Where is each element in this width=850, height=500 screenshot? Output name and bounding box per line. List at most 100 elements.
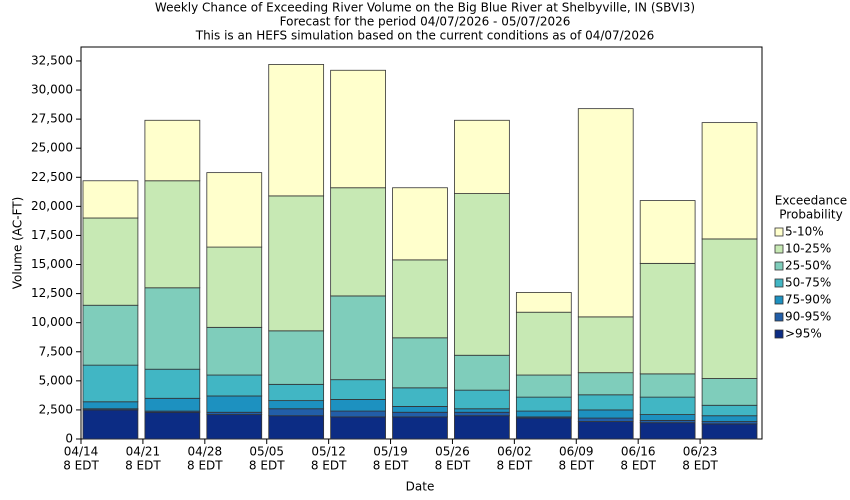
legend-label: >95% [785,327,822,341]
bar-segment [701,415,758,422]
y-tick-label: 15,000 [31,257,73,271]
legend-label: 90-95% [785,310,831,324]
x-tick-label: 8 EDT [497,459,533,473]
bar-segment [639,396,696,415]
y-tick-label: 27,500 [31,112,73,126]
x-tick-label: 8 EDT [435,459,471,473]
bar-segment [701,378,758,406]
y-tick-label: 32,500 [31,53,73,67]
legend-label: 50-75% [785,276,831,290]
bar-segment [515,292,572,313]
bar-segment [577,409,634,419]
bar-segment [330,187,386,297]
x-tick-label: 06/16 [621,445,656,459]
bar-segment [454,193,510,356]
chart-subtitle: Forecast for the period 04/07/2026 - 05/… [280,15,571,29]
chart-title: Weekly Chance of Exceeding River Volume … [155,1,695,15]
bar-segment [515,417,572,440]
y-tick-label: 5,000 [39,373,73,387]
legend-swatch [774,278,784,288]
bar-segment [268,383,325,402]
bar-segment [392,259,448,339]
x-tick-label: 8 EDT [558,459,594,473]
bar-segment [268,400,325,410]
bar-segment [701,404,758,417]
bar-segment [330,416,386,440]
bar-segment [701,122,758,240]
bar-segment [206,395,263,413]
bar-segment [82,304,139,366]
bar-segment [454,408,510,413]
x-tick-label: 04/28 [188,445,223,459]
y-tick-label: 12,500 [31,286,73,300]
x-tick-label: 04/21 [126,445,161,459]
y-tick-label: 30,000 [31,83,73,97]
x-tick-label: 05/26 [435,445,470,459]
bar-segment [268,330,325,385]
bar-segment [454,389,510,410]
x-tick-label: 8 EDT [311,459,347,473]
legend-title: Exceedance [775,194,847,208]
y-axis-title: Volume (AC-FT) [11,197,25,290]
x-tick-label: 06/09 [559,445,594,459]
y-tick-label: 20,000 [31,199,73,213]
x-tick-label: 8 EDT [682,459,718,473]
x-axis-title: Date [406,480,435,494]
x-tick-label: 8 EDT [620,459,656,473]
x-tick-label: 06/02 [497,445,532,459]
bar-segment [392,406,448,413]
bar-segment [144,180,201,289]
x-tick-label: 8 EDT [125,459,161,473]
bar-segment [82,217,139,306]
bar-segment [515,410,572,418]
bar-segment [268,408,325,417]
x-tick-label: 05/12 [311,445,346,459]
legend-title: Probability [779,208,842,222]
bar-segment [144,411,201,440]
bar-segment [577,394,634,411]
bar-segment [82,180,139,219]
bar-segment [577,316,634,374]
bar-segment [577,417,634,422]
bar-segment [144,119,201,182]
bar-segment [330,69,386,189]
legend-swatch [774,261,784,271]
bar-segment [144,287,201,370]
legend-label: 10-25% [785,242,831,256]
legend-swatch [774,227,784,237]
bar-segment [268,64,325,197]
legend-swatch [774,312,784,322]
bar-segment [639,414,696,421]
bar-segment [206,326,263,376]
bar-segment [577,421,634,440]
bar-segment [392,337,448,389]
bar-segment [701,423,758,440]
chart-subtitle: This is an HEFS simulation based on the … [195,29,655,43]
y-tick-label: 17,500 [31,228,73,242]
legend-label: 75-90% [785,293,831,307]
bar-segment [392,416,448,440]
bar-segment [577,108,634,318]
bar-segment [639,262,696,375]
bar-segment [392,387,448,407]
bar-segment [144,368,201,399]
bar-segment [330,295,386,381]
x-tick-label: 8 EDT [63,459,99,473]
y-tick-label: 25,000 [31,141,73,155]
bar-segment [330,399,386,412]
legend-label: 5-10% [785,225,824,239]
bar-segment [144,397,201,412]
y-tick-label: 10,000 [31,315,73,329]
x-tick-label: 06/23 [683,445,718,459]
bar-segment [330,379,386,400]
bar-segment [639,200,696,264]
bar-segment [206,414,263,440]
x-tick-label: 8 EDT [249,459,285,473]
legend-swatch [774,244,784,254]
bar-segment [268,195,325,332]
x-tick-label: 05/05 [249,445,284,459]
legend-label: 25-50% [785,259,831,273]
bar-segment [82,401,139,410]
bar-segment [454,411,510,417]
bar-segment [330,410,386,418]
